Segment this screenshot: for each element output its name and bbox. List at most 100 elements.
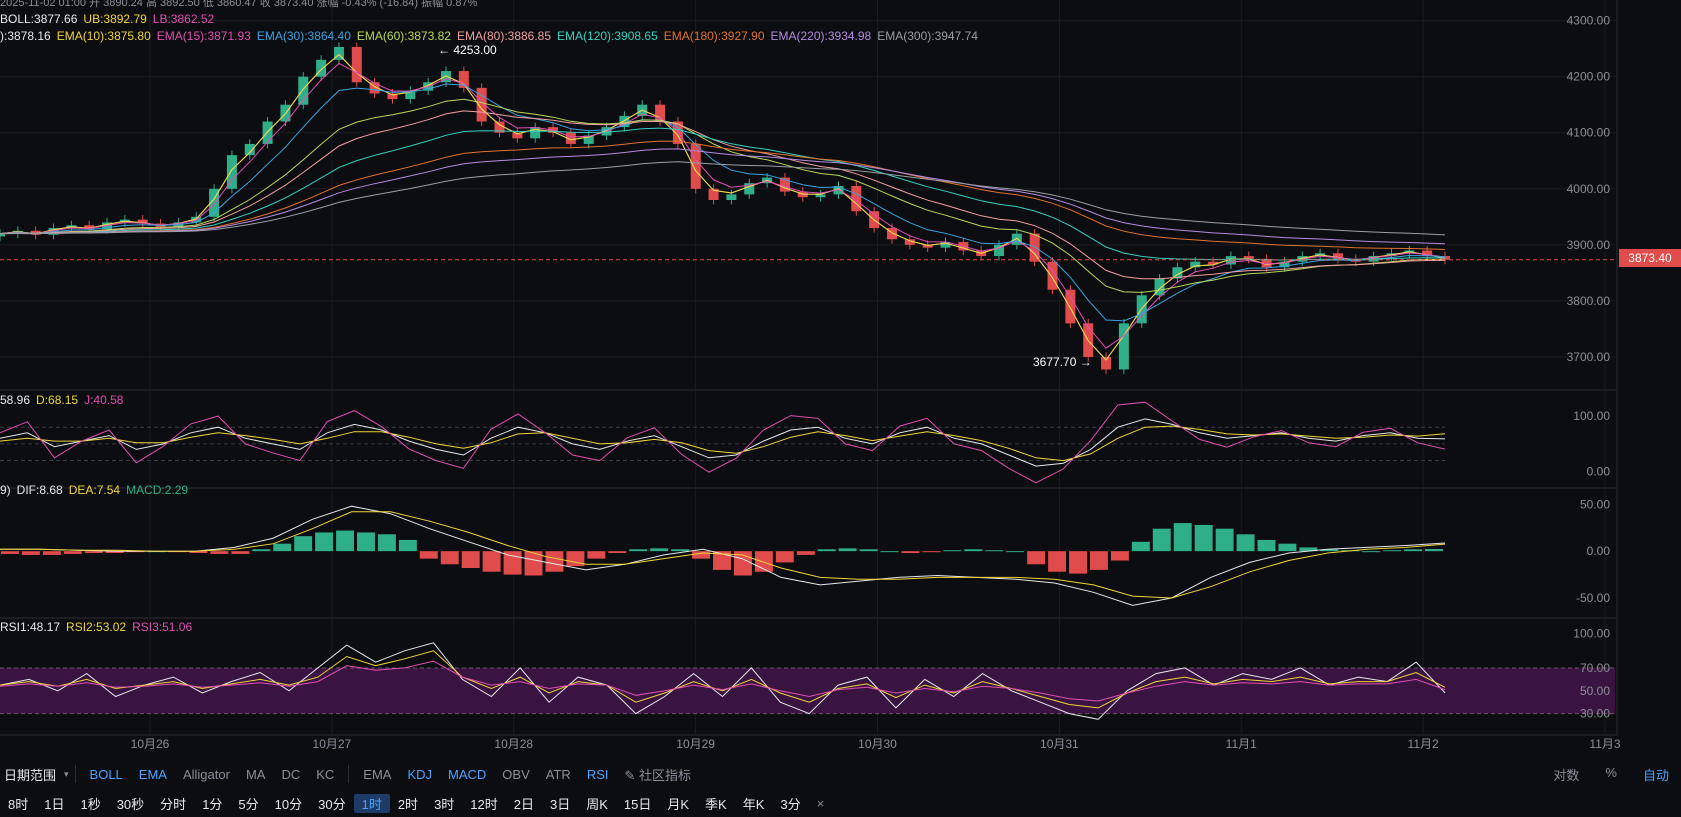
macd-histogram-bar bbox=[440, 551, 459, 565]
interval-button-3[interactable]: 30秒 bbox=[116, 796, 145, 812]
macd-histogram-bar bbox=[21, 551, 40, 555]
macd-histogram-bar bbox=[1236, 534, 1255, 552]
interval-button-19[interactable]: 年K bbox=[742, 796, 765, 812]
scale-option-2[interactable]: 自动 bbox=[1642, 767, 1669, 783]
candle-body bbox=[851, 185, 862, 212]
candle-body bbox=[137, 219, 148, 224]
interval-button-4[interactable]: 分时 bbox=[160, 796, 187, 812]
macd-histogram-bar bbox=[922, 551, 941, 553]
sub-indicator-button-2[interactable]: MACD bbox=[448, 766, 487, 782]
date-range-button[interactable]: 日期范围 bbox=[4, 767, 57, 783]
interval-button-2[interactable]: 1秒 bbox=[80, 796, 101, 812]
y-tick-label: 4300.00 bbox=[1567, 14, 1611, 28]
x-tick-label: 10月26 bbox=[131, 737, 170, 751]
main-indicator-button-1[interactable]: EMA bbox=[138, 766, 167, 782]
sub-indicator-button-1[interactable]: KDJ bbox=[407, 766, 433, 782]
candle-body bbox=[1261, 258, 1272, 268]
main-indicator-button-2[interactable]: Alligator bbox=[182, 766, 230, 782]
ema-line-220 bbox=[0, 148, 1446, 245]
main-indicator-button-5[interactable]: KC bbox=[316, 766, 335, 782]
interval-button-14[interactable]: 3日 bbox=[550, 796, 571, 812]
boll-ub: UB:3892.79 bbox=[83, 12, 147, 26]
sub-indicator-button-3[interactable]: OBV bbox=[502, 766, 530, 782]
kdj-value-2: J:40.58 bbox=[84, 393, 124, 407]
low-label: 3677.70 → bbox=[1033, 355, 1092, 369]
interval-button-12[interactable]: 12时 bbox=[470, 796, 498, 812]
ema-value-8: EMA(220):3934.98 bbox=[770, 29, 872, 43]
candle-body bbox=[405, 90, 416, 100]
interval-button-0[interactable]: 8时 bbox=[8, 796, 29, 812]
macd-histogram-bar bbox=[1425, 549, 1443, 552]
ema-value-4: EMA(60):3873.82 bbox=[356, 29, 451, 43]
main-indicator-button-4[interactable]: DC bbox=[281, 766, 301, 782]
sub-indicator-button-0[interactable]: EMA bbox=[363, 766, 392, 782]
candle-body bbox=[1101, 356, 1112, 370]
ema-value-7: EMA(180):3927.90 bbox=[663, 29, 765, 43]
candle-body bbox=[1065, 289, 1076, 324]
interval-button-11[interactable]: 3时 bbox=[434, 796, 455, 812]
candle-body bbox=[1047, 261, 1058, 290]
candle-body bbox=[209, 188, 220, 217]
macd-histogram-bar bbox=[566, 551, 585, 567]
interval-button-5[interactable]: 1分 bbox=[202, 796, 223, 812]
interval-button-17[interactable]: 月K bbox=[667, 796, 690, 812]
macd-histogram-bar bbox=[650, 548, 669, 552]
macd-histogram-bar bbox=[901, 551, 920, 554]
x-tick-label: 10月30 bbox=[858, 737, 897, 751]
interval-button-6[interactable]: 5分 bbox=[238, 796, 259, 812]
kdj-line-J bbox=[0, 401, 1446, 484]
low-value: 3677.70 bbox=[1033, 355, 1077, 369]
interval-button-1[interactable]: 1日 bbox=[44, 796, 65, 812]
interval-button-13[interactable]: 2日 bbox=[513, 796, 534, 812]
rsi-y-tick-label: 70.00 bbox=[1580, 661, 1610, 675]
community-indicators-button[interactable]: ✎ 社区指标 bbox=[616, 765, 699, 784]
macd-value-3: MACD:2.29 bbox=[126, 483, 189, 497]
macd-y-tick-label: 50.00 bbox=[1580, 497, 1610, 511]
macd-legend: 9) DIF:8.68 DEA:7.54 MACD:2.29 bbox=[0, 483, 194, 497]
macd-value-2: DEA:7.54 bbox=[68, 483, 121, 497]
main-indicator-button-3[interactable]: MA bbox=[245, 766, 266, 782]
boll-lb: LB:3862.52 bbox=[152, 12, 215, 26]
macd-histogram-bar bbox=[1173, 523, 1192, 552]
candle-body bbox=[708, 188, 719, 200]
interval-button-8[interactable]: 30分 bbox=[318, 796, 346, 812]
candle-body bbox=[779, 177, 790, 192]
sub-indicator-button-5[interactable]: RSI bbox=[586, 766, 609, 782]
kline-chart[interactable]: 10月26 10月27 10月28 10月29 10月30 10月31 11月1 11月2 11… bbox=[0, 0, 1681, 757]
macd-histogram-bar bbox=[63, 551, 82, 554]
candle-body bbox=[1118, 323, 1129, 370]
candle-body bbox=[940, 242, 951, 248]
top-info: 2025-11-02 01:00 开 3890.24 高 3892.50 低 3… bbox=[0, 0, 478, 9]
rsi-y-tick-label: 30.00 bbox=[1580, 707, 1610, 721]
interval-button-20[interactable]: 3分 bbox=[780, 796, 801, 812]
macd-histogram-bar bbox=[1362, 551, 1381, 553]
interval-button-10[interactable]: 2时 bbox=[397, 796, 419, 812]
kdj-line-D bbox=[0, 425, 1446, 462]
interval-button-16[interactable]: 15日 bbox=[623, 796, 652, 812]
candle-body bbox=[726, 194, 737, 200]
ema-line-300 bbox=[0, 161, 1446, 236]
candle-body bbox=[226, 155, 237, 189]
interval-toolbar: 8时 1日 1秒 30秒 分时 1分 5分 10分 30分 1时 2时 3时 12时 2日 3日 周K 15日月… bbox=[0, 789, 1681, 817]
macd-histogram-bar bbox=[545, 551, 564, 572]
candle-body bbox=[1154, 278, 1165, 296]
ema-line-180 bbox=[0, 140, 1446, 250]
interval-button-18[interactable]: 季K bbox=[705, 796, 727, 812]
macd-histogram-bar bbox=[943, 550, 962, 552]
macd-histogram-bar bbox=[524, 551, 543, 576]
scale-option-0[interactable]: 对数 bbox=[1553, 767, 1580, 783]
divider bbox=[348, 765, 350, 783]
macd-histogram-bar bbox=[1048, 551, 1067, 572]
interval-button-9[interactable]: 1时 bbox=[353, 793, 390, 813]
candle-body bbox=[298, 76, 309, 105]
main-indicator-button-0[interactable]: BOLL bbox=[89, 766, 123, 782]
sub-indicator-button-4[interactable]: ATR bbox=[545, 766, 571, 782]
macd-histogram-bar bbox=[252, 549, 271, 552]
interval-button-15[interactable]: 周K bbox=[586, 796, 608, 812]
rsi-legend: RSI1:48.17 RSI2:53.02 RSI3:51.06 bbox=[0, 620, 198, 634]
scale-option-1[interactable]: % bbox=[1605, 764, 1617, 780]
rsi-y-tick-label: 100.00 bbox=[1573, 627, 1610, 641]
rsi-line-RSI3 bbox=[0, 660, 1446, 702]
interval-button-7[interactable]: 10分 bbox=[274, 796, 303, 812]
close-icon[interactable]: × bbox=[816, 795, 825, 811]
